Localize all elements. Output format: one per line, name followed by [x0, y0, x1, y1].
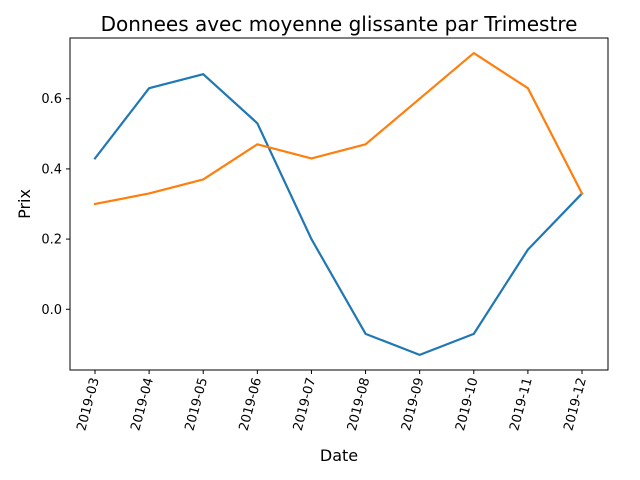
x-tick-label: 2019-07: [291, 376, 320, 432]
y-tick-label: 0.6: [41, 92, 62, 107]
y-tick-label: 0.2: [41, 233, 62, 248]
x-axis: 2019-03 2019-04 2019-05 2019-06 2019-07 2019-…: [74, 370, 590, 433]
x-axis-title: Date: [320, 446, 358, 465]
series-line-2: [93, 51, 584, 206]
plot-frame: [69, 37, 609, 371]
y-axis-title: Prix: [15, 189, 34, 219]
chart-title: Donnees avec moyenne glissante par Trime…: [101, 12, 578, 36]
y-tick-label: 0.4: [41, 162, 62, 177]
x-tick-label: 2019-12: [561, 376, 590, 432]
x-tick-label: 2019-09: [399, 376, 428, 432]
x-tick-label: 2019-04: [128, 376, 157, 432]
x-tick-label: 2019-08: [345, 376, 374, 432]
plot-area: [93, 51, 584, 357]
y-axis: 0.0 0.2 0.4 0.6: [41, 92, 70, 318]
x-tick-label: 2019-11: [507, 376, 536, 432]
y-tick-label: 0.0: [41, 303, 62, 318]
x-tick-label: 2019-06: [237, 376, 266, 432]
x-tick-label: 2019-05: [183, 376, 212, 432]
series-line-1: [93, 73, 584, 357]
x-tick-label: 2019-03: [74, 376, 103, 432]
x-tick-label: 2019-10: [453, 376, 482, 432]
